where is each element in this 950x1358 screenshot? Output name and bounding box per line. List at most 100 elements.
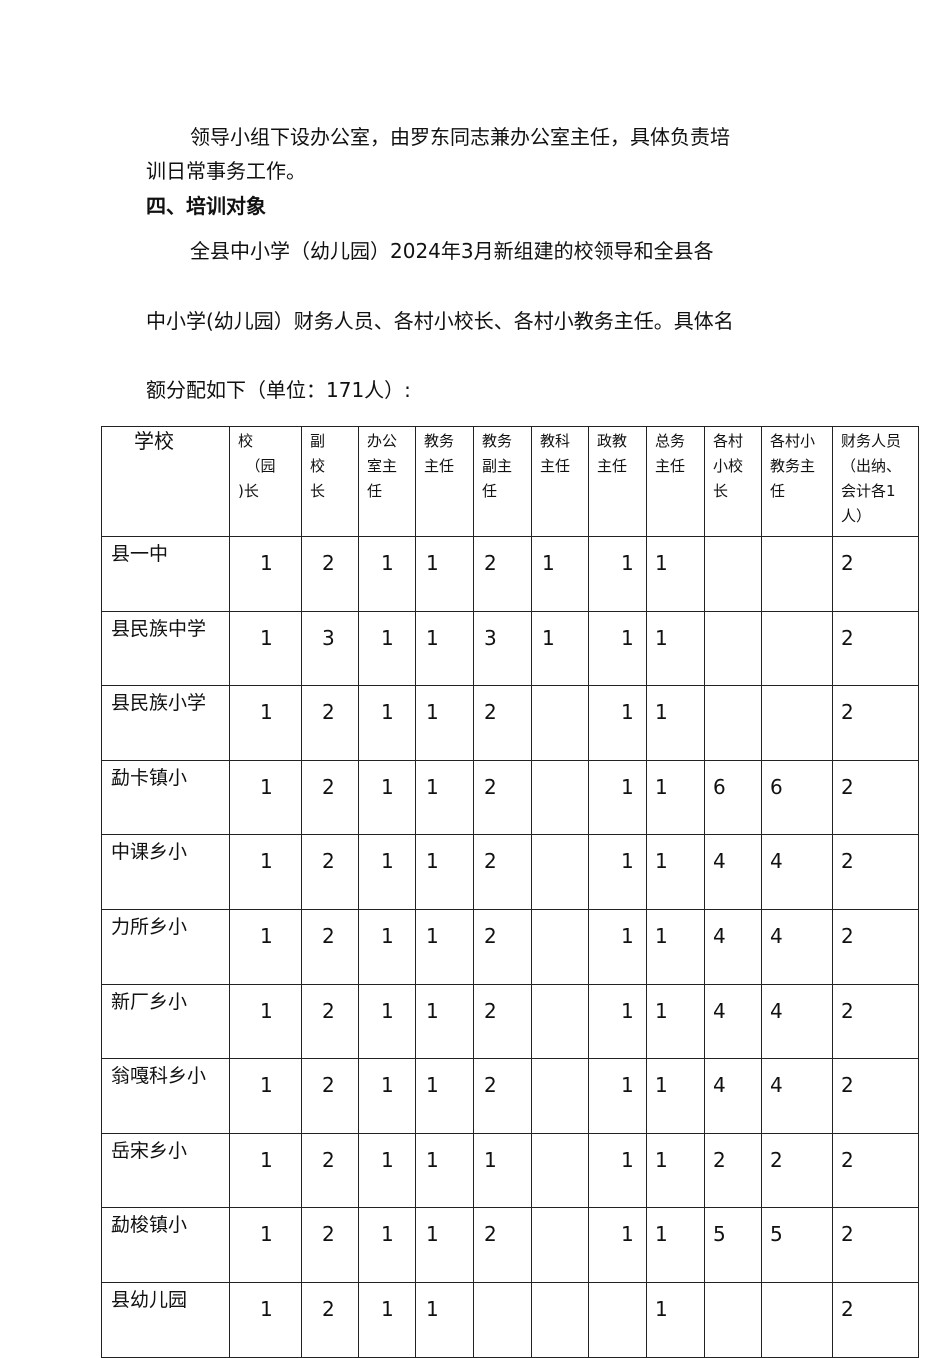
table-row: 县一中 1 2 1 1 2 1 1 1 2 [101,536,919,612]
quota-cell: 1 [415,908,474,985]
quota-cell [531,1132,589,1209]
quota-cell: 1 [473,1132,532,1209]
table-row: 县民族小学 1 2 1 1 2 1 1 2 [101,685,919,761]
quota-cell: 1 [358,1207,416,1283]
quota-cell: 1 [415,759,474,836]
paragraph-line: 领导小组下设办公室，由罗东同志兼办公室主任，具体负责培 [190,125,730,149]
section-heading: 四、培训对象 [146,194,266,218]
quota-cell: 6 [761,759,833,836]
quota-cell: 1 [646,908,705,985]
table-row: 勐梭镇小 1 2 1 1 2 1 1 5 5 2 [101,1207,919,1283]
quota-cell: 1 [588,685,647,761]
quota-cell: 2 [301,759,359,836]
quota-cell: 1 [229,685,302,761]
column-header: 政教 主任 [588,426,647,537]
table-row: 勐卡镇小 1 2 1 1 2 1 1 6 6 2 [101,759,919,836]
quota-cell: 1 [588,1058,647,1134]
quota-cell: 2 [704,1132,762,1209]
school-name-cell: 翁嘎科乡小 [101,1058,230,1134]
quota-cell: 4 [704,908,762,985]
quota-cell: 2 [301,1281,359,1358]
quota-cell: 1 [588,536,647,612]
quota-cell: 2 [301,908,359,985]
school-name-cell: 县一中 [101,536,230,612]
quota-cell: 1 [415,1058,474,1134]
column-header: 教务 主任 [415,426,474,537]
quota-cell: 2 [832,983,919,1060]
quota-cell: 1 [358,685,416,761]
quota-cell: 2 [832,1058,919,1134]
quota-cell: 2 [832,1207,919,1283]
quota-cell: 1 [646,1207,705,1283]
table-row: 县幼儿园 1 2 1 1 1 2 [101,1281,919,1358]
quota-cell: 1 [646,536,705,612]
table-row: 县民族中学 1 3 1 1 3 1 1 1 2 [101,610,919,687]
quota-cell: 3 [301,610,359,687]
column-header: 总务 主任 [646,426,705,537]
quota-cell: 2 [473,834,532,910]
quota-cell [531,685,589,761]
quota-cell: 1 [229,983,302,1060]
quota-cell: 1 [415,1207,474,1283]
quota-cell: 2 [473,536,532,612]
school-name-cell: 勐梭镇小 [101,1207,230,1283]
quota-cell: 1 [588,834,647,910]
quota-cell: 1 [415,1281,474,1358]
paragraph-line: 全县中小学（幼儿园）2024年3月新组建的校领导和全县各 [190,239,714,263]
quota-cell: 2 [832,536,919,612]
quota-cell: 2 [832,610,919,687]
quota-cell: 2 [301,536,359,612]
quota-cell: 5 [761,1207,833,1283]
quota-cell: 2 [473,983,532,1060]
quota-cell: 1 [415,1132,474,1209]
quota-cell: 4 [761,1058,833,1134]
quota-cell: 1 [358,908,416,985]
paragraph-line: 训日常事务工作。 [146,159,306,183]
quota-cell [704,536,762,612]
quota-cell: 2 [473,759,532,836]
school-name-cell: 岳宋乡小 [101,1132,230,1209]
school-name-cell: 中课乡小 [101,834,230,910]
quota-cell [531,1281,589,1358]
table-row: 新厂乡小 1 2 1 1 2 1 1 4 4 2 [101,983,919,1060]
paragraph-line: 额分配如下（单位：171人）: [146,378,411,402]
column-header: 各村 小校 长 [704,426,762,537]
quota-cell: 4 [761,908,833,985]
quota-cell: 1 [646,834,705,910]
quota-cell: 1 [646,610,705,687]
quota-cell: 4 [761,834,833,910]
column-header: 办公 室主 任 [358,426,416,537]
quota-cell [531,834,589,910]
quota-cell: 2 [301,1207,359,1283]
quota-cell [531,983,589,1060]
quota-cell: 1 [229,834,302,910]
school-name-cell: 新厂乡小 [101,983,230,1060]
quota-cell [761,685,833,761]
quota-cell: 1 [358,759,416,836]
quota-cell [704,610,762,687]
quota-cell: 4 [761,983,833,1060]
quota-cell [588,1281,647,1358]
quota-cell: 1 [415,685,474,761]
quota-cell: 1 [588,1132,647,1209]
quota-cell: 2 [301,685,359,761]
quota-cell [531,1058,589,1134]
school-name-cell: 县民族小学 [101,685,230,761]
quota-cell: 2 [832,685,919,761]
quota-cell: 1 [588,1207,647,1283]
quota-cell: 1 [646,1132,705,1209]
quota-cell: 2 [301,1132,359,1209]
quota-cell: 2 [761,1132,833,1209]
quota-cell: 4 [704,834,762,910]
quota-cell [704,685,762,761]
quota-cell: 2 [832,759,919,836]
school-name-cell: 勐卡镇小 [101,759,230,836]
quota-cell: 2 [832,1281,919,1358]
quota-cell: 1 [646,983,705,1060]
quota-cell: 1 [229,1207,302,1283]
paragraph-line: 中小学(幼儿园）财务人员、各村小校长、各村小教务主任。具体名 [146,309,734,333]
quota-cell: 1 [531,610,589,687]
school-name-cell: 县幼儿园 [101,1281,230,1358]
quota-cell: 1 [588,908,647,985]
quota-cell [473,1281,532,1358]
